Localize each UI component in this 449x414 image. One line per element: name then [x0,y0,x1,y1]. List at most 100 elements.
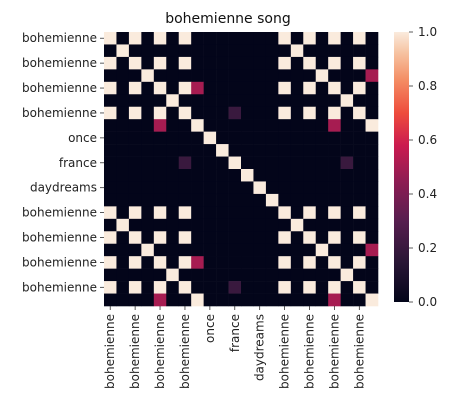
heatmap-cell [116,169,130,182]
heatmap-cell [340,44,354,58]
heatmap-cell [253,193,267,207]
heatmap-cell [278,131,292,145]
heatmap-cell [178,268,192,282]
heatmap-cell [328,44,341,58]
heatmap-cell [166,206,180,220]
heatmap-cell [166,156,180,170]
heatmap-cell [116,144,130,157]
heatmap-cell [228,119,242,132]
heatmap-cell [353,193,366,207]
heatmap-cell [166,268,180,282]
heatmap-cell [265,44,279,58]
heatmap-cell [340,218,354,232]
heatmap-cell [290,218,304,232]
heatmap-cell [203,156,217,170]
heatmap-cell [228,231,242,245]
heatmap-cell [303,243,317,257]
heatmap-cell [141,32,155,45]
heatmap-cell [116,119,130,132]
heatmap-cell [216,81,229,95]
heatmap-cell [241,156,254,170]
heatmap-cell [128,293,142,307]
heatmap-cell [340,169,354,182]
heatmap-cell [203,293,217,307]
heatmap-cell [315,181,329,195]
heatmap-cell [128,206,142,220]
heatmap-cell [365,256,379,269]
heatmap-cell [228,144,242,157]
heatmap-cell [228,206,242,220]
heatmap-cell [141,81,155,95]
heatmap-cell [191,243,204,257]
heatmap-cell [241,56,254,70]
heatmap-cell [104,56,117,70]
heatmap-cell [290,268,304,282]
heatmap-cell [365,69,379,83]
heatmap-cell [116,81,130,95]
heatmap-cell [315,144,329,157]
heatmap-cell [228,106,242,120]
x-tick-label: daydreams [253,314,267,381]
heatmap-cell [104,281,117,294]
heatmap-cell [253,131,267,145]
heatmap-cell [191,156,204,170]
heatmap-cell [166,243,180,257]
heatmap-cell [153,293,167,307]
heatmap-cell [315,218,329,232]
heatmap-cell [216,144,229,157]
heatmap-cell [191,206,204,220]
heatmap-cell [353,131,366,145]
heatmap-cell [178,32,192,45]
y-tick-label: bohemienne [22,255,97,269]
y-tick-label: bohemienne [22,106,97,120]
heatmap-cell [328,81,341,95]
x-tick-label: bohemienne [128,314,142,389]
heatmap-cell [353,32,366,45]
heatmap-cell [328,156,341,170]
heatmap-cell [216,293,229,307]
heatmap-cell [241,268,254,282]
heatmap-cell [228,131,242,145]
heatmap-cell [303,119,317,132]
heatmap-cell [315,44,329,58]
y-tick-label: bohemienne [22,280,97,294]
heatmap-cell [315,293,329,307]
heatmap-cell [353,243,366,257]
heatmap-cell [191,94,204,108]
heatmap-cell [141,218,155,232]
heatmap-cell [216,119,229,132]
heatmap-cell [178,56,192,70]
heatmap-cell [216,32,229,45]
heatmap-cell [203,32,217,45]
heatmap-cell [340,256,354,269]
heatmap-cell [153,94,167,108]
heatmap-cell [253,256,267,269]
heatmap-cell [365,81,379,95]
heatmap-cell [191,218,204,232]
heatmap-cell [203,106,217,120]
heatmap-cell [265,231,279,245]
heatmap-cell [128,231,142,245]
heatmap-cell [303,193,317,207]
heatmap-cell [365,206,379,220]
heatmap-cell [315,231,329,245]
heatmap-cell [153,156,167,170]
heatmap-cell [253,144,267,157]
heatmap-cell [303,156,317,170]
heatmap-cell [315,193,329,207]
heatmap-cell [178,144,192,157]
heatmap-cell [265,268,279,282]
heatmap-cell [241,44,254,58]
heatmap-cell [290,181,304,195]
heatmap-cell [116,281,130,294]
heatmap-cell [340,156,354,170]
heatmap-cell [328,106,341,120]
heatmap-cell [328,69,341,83]
heatmap-cell [153,106,167,120]
heatmap-cell [340,32,354,45]
heatmap-cell [128,144,142,157]
heatmap-cell [228,69,242,83]
heatmap-cell [203,81,217,95]
heatmap-cell [340,268,354,282]
